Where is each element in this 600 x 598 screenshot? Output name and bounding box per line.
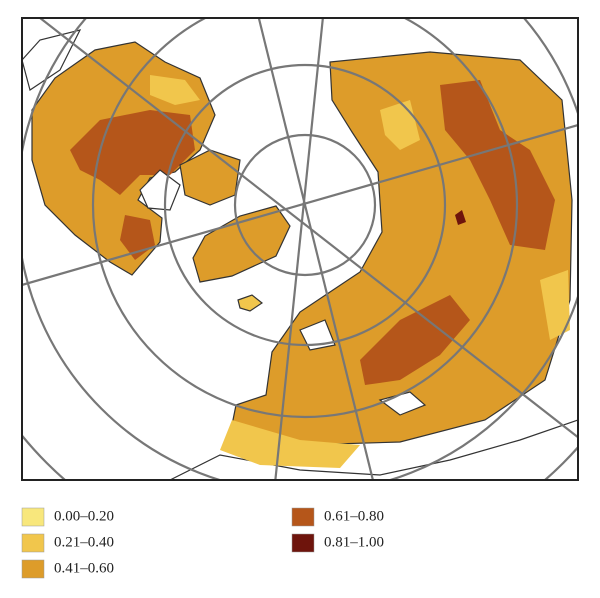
russia-high xyxy=(360,295,470,385)
north-america-low xyxy=(150,75,200,105)
iceland xyxy=(237,294,264,312)
legend-label: 0.41–0.60 xyxy=(54,560,114,576)
legend-swatch xyxy=(21,559,45,579)
legend: 0.00–0.20 0.21–0.40 0.41–0.60 0.61–0.80 0.81… xyxy=(21,507,384,579)
asia-low xyxy=(540,270,570,340)
peak-spot xyxy=(455,210,466,225)
legend-label: 0.61–0.80 xyxy=(324,508,384,524)
mediterranean-low xyxy=(220,420,360,468)
legend-swatch xyxy=(21,507,45,527)
hudson-bay xyxy=(139,169,181,211)
legend-swatch xyxy=(291,507,315,527)
legend-label: 0.21–0.40 xyxy=(54,534,114,550)
legend-swatch xyxy=(21,533,45,553)
map-frame xyxy=(21,17,579,481)
siberia-high xyxy=(440,80,555,250)
legend-label: 0.00–0.20 xyxy=(54,508,114,524)
legend-label: 0.81–1.00 xyxy=(324,534,384,550)
legend-swatch xyxy=(291,533,315,553)
